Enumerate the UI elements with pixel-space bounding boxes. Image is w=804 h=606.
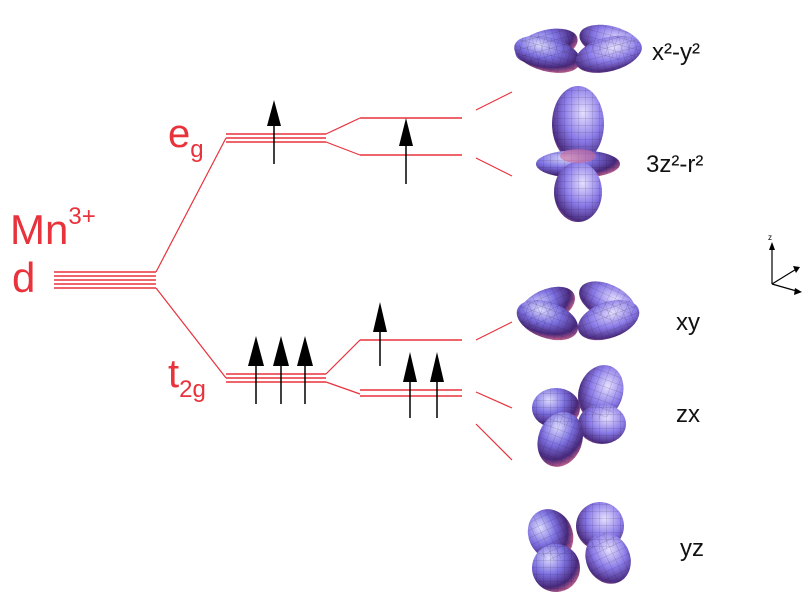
z2-spin-up-arrow	[399, 118, 413, 184]
yz-spin-up-arrow	[430, 352, 444, 418]
t2g-label: t2g	[168, 352, 206, 403]
t2g-level-lines	[226, 374, 326, 382]
zx-spin-up-arrow	[403, 352, 417, 418]
x2y2-orbital-shape	[510, 19, 646, 80]
t2g-spin-up-arrow-1	[248, 336, 264, 404]
xy-orbital-label: xy	[676, 309, 700, 336]
orbital-pointer-lines	[476, 92, 512, 460]
yz-orbital-shape	[520, 502, 639, 592]
eg-split-connectors	[326, 118, 360, 155]
z2-orbital-shape	[536, 86, 620, 222]
eg-split-levels	[360, 118, 462, 155]
d-to-level-connectors	[156, 138, 226, 378]
t2g-subscript: 2g	[179, 376, 206, 403]
ion-charge-label: 3+	[68, 203, 95, 230]
xy-orbital-shape	[511, 273, 645, 348]
xy-spin-up-arrow	[373, 302, 387, 366]
eg-level-lines	[226, 134, 326, 142]
d-level-lines	[54, 272, 156, 288]
t2g-split-connectors	[326, 340, 360, 394]
yz-orbital-label: yz	[680, 535, 704, 562]
t2g-spin-up-arrow-3	[297, 336, 313, 404]
ion-orbital-label: d	[12, 254, 35, 301]
eg-subscript: g	[190, 136, 203, 163]
zx-orbital-shape	[530, 359, 631, 474]
axis-z-label: z	[768, 233, 772, 242]
electron-arrows	[248, 100, 444, 418]
zx-orbital-label: zx	[676, 401, 700, 428]
axes-icon	[769, 242, 802, 295]
z2-orbital-label: 3z²-r²	[646, 151, 703, 178]
eg-label: eg	[168, 112, 204, 163]
x2y2-orbital-label: x²-y²	[652, 39, 700, 66]
ion-element-label: Mn3+	[10, 203, 96, 253]
t2g-spin-up-arrow-2	[273, 336, 289, 404]
eg-spin-up-arrow	[267, 100, 281, 164]
